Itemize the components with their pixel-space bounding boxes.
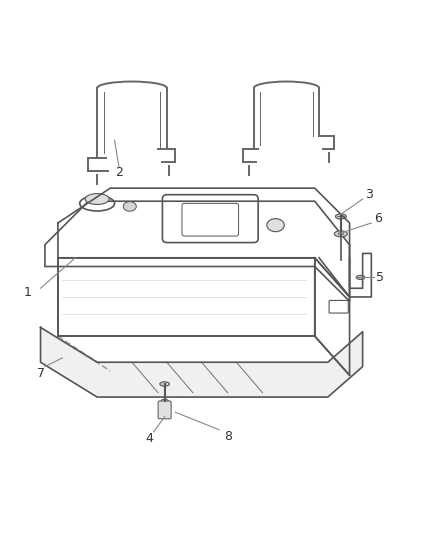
Text: 5: 5	[376, 271, 384, 284]
Text: 8: 8	[224, 430, 232, 443]
Ellipse shape	[267, 219, 284, 232]
Ellipse shape	[160, 382, 170, 386]
Ellipse shape	[123, 201, 136, 211]
FancyBboxPatch shape	[158, 401, 171, 419]
Ellipse shape	[85, 193, 109, 205]
Ellipse shape	[336, 214, 346, 219]
Text: 3: 3	[365, 188, 373, 201]
Text: 1: 1	[24, 286, 32, 299]
Text: 4: 4	[145, 432, 153, 445]
Text: 2: 2	[115, 166, 123, 180]
Text: 7: 7	[36, 367, 45, 379]
Ellipse shape	[161, 399, 169, 403]
Polygon shape	[41, 327, 363, 397]
Text: 6: 6	[374, 212, 382, 225]
Ellipse shape	[356, 275, 365, 279]
Ellipse shape	[334, 231, 347, 237]
